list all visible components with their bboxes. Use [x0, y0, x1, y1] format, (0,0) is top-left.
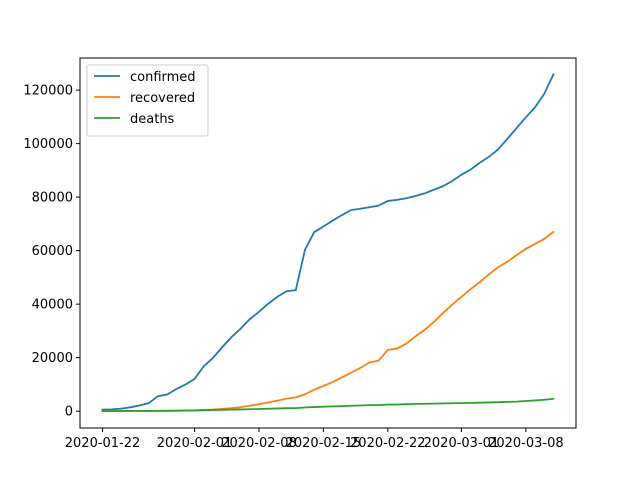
- series-line-deaths: [101, 397, 555, 413]
- y-tick-label: 100000: [23, 137, 73, 152]
- y-tick-label: 20000: [32, 351, 73, 366]
- y-axis: 0 20000 40000 60000 80000 100000 120000: [23, 84, 80, 420]
- y-tick-label: 0: [65, 405, 73, 420]
- x-tick-label: 2020-02-22: [350, 436, 426, 451]
- y-tick-label: 60000: [32, 244, 73, 259]
- x-tick-label: 2020-02-01: [157, 436, 233, 451]
- legend-label-confirmed: confirmed: [130, 70, 196, 85]
- x-tick-label: 2020-03-08: [488, 436, 564, 451]
- legend-label-deaths: deaths: [130, 112, 175, 127]
- legend: confirmed recovered deaths: [86, 64, 209, 137]
- series-layer: [101, 73, 555, 413]
- y-tick-label: 120000: [23, 84, 73, 99]
- x-tick-label: 2020-01-22: [65, 436, 141, 451]
- y-tick-label: 80000: [32, 191, 73, 206]
- x-tick-label: 2020-02-15: [286, 436, 362, 451]
- legend-label-recovered: recovered: [130, 91, 195, 106]
- x-axis: 2020-01-22 2020-02-012020-02-082020-02-15…: [65, 428, 564, 451]
- plot-frame: [79, 57, 577, 429]
- y-tick-label: 40000: [32, 298, 73, 313]
- series-line-confirmed: [101, 73, 555, 411]
- x-tick-label: 2020-03-01: [424, 436, 500, 451]
- x-tick-label: 2020-02-08: [221, 436, 297, 451]
